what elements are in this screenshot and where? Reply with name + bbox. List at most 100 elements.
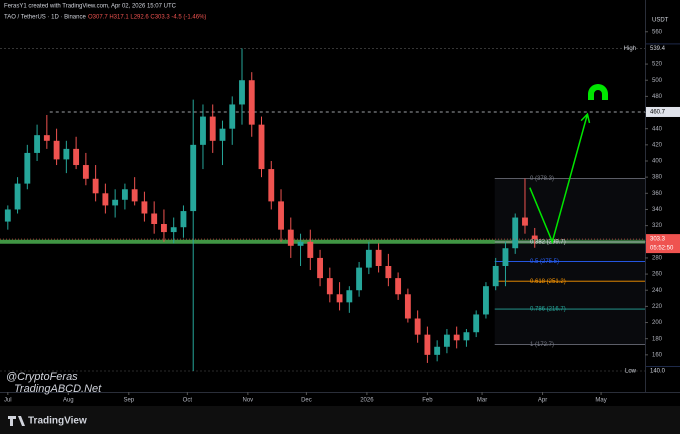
last-price: 05:52:50	[650, 246, 674, 252]
y-tick-label: 320	[652, 223, 663, 229]
candle-body	[307, 241, 314, 258]
candle-body	[229, 104, 236, 129]
candle-body	[424, 334, 431, 355]
candle-body	[141, 201, 148, 214]
x-tick-label: Sep	[123, 398, 134, 404]
candle-body	[161, 224, 167, 233]
x-tick-label: Mar	[477, 398, 487, 404]
byline: FerasY1 created with TradingView.com, Ap…	[4, 4, 177, 10]
fib-label: 0 (378.3)	[530, 176, 554, 182]
candle-body	[522, 217, 528, 226]
x-tick-label: Nov	[243, 398, 254, 404]
candle-body	[180, 211, 187, 228]
ohlc: O307.7 H317.1 L292.6 C303.3 -4.5 (-1.46%…	[88, 15, 206, 21]
candle-body	[24, 152, 31, 184]
y-tick-label: 440	[652, 126, 663, 132]
x-tick-label: Aug	[63, 398, 74, 404]
candle-body	[287, 229, 294, 246]
candle-body	[512, 217, 519, 249]
candle-body	[336, 294, 343, 303]
candle-body	[414, 318, 421, 335]
x-tick-label: May	[595, 398, 606, 404]
candle-body	[112, 199, 119, 206]
watermark: TradingABCD.Net	[14, 383, 102, 395]
y-tick-label: 240	[652, 288, 663, 294]
candle-body	[473, 314, 480, 333]
candle-body	[375, 249, 382, 266]
y-tick-label: 200	[652, 320, 663, 326]
candle-body	[531, 235, 538, 240]
candle-body	[82, 165, 89, 179]
candle-body	[34, 135, 41, 153]
candle-body	[297, 241, 304, 246]
fib-label: 1 (172.7)	[530, 342, 554, 348]
y-tick-label: 400	[652, 159, 663, 165]
candle-body	[483, 286, 489, 315]
candle-body	[346, 290, 353, 303]
candle-body	[219, 128, 226, 141]
candle-body	[463, 332, 470, 341]
last-price: 303.3	[650, 237, 666, 243]
candle-body	[43, 135, 50, 141]
candle-body	[200, 116, 206, 145]
candle-body	[209, 116, 216, 141]
low-label-box	[646, 366, 680, 367]
candle-body	[268, 169, 275, 202]
candle-body	[278, 201, 284, 230]
target-label-box	[646, 106, 680, 117]
currency: USDT	[652, 18, 669, 24]
y-tick-label: 380	[652, 175, 663, 181]
y-tick-label: 420	[652, 142, 663, 148]
candle-body	[248, 80, 255, 125]
y-tick-label: 280	[652, 256, 663, 262]
candle-body	[121, 189, 128, 200]
y-tick-label: 360	[652, 191, 663, 197]
y-tick-label: 220	[652, 304, 663, 310]
candle-body	[365, 249, 372, 268]
y-tick-label: 160	[652, 352, 663, 358]
low-label: Low	[625, 369, 637, 375]
y-tick-label: 260	[652, 272, 663, 278]
candle-body	[92, 178, 99, 194]
y-tick-label: 340	[652, 207, 663, 213]
x-tick-label: Apr	[538, 398, 547, 404]
x-tick-label: Jul	[4, 398, 12, 404]
fib-label: 0.5 (275.5)	[530, 259, 559, 265]
candle-body	[356, 267, 363, 291]
candle-body	[385, 266, 392, 279]
low-value: 140.0	[650, 369, 666, 375]
candle-body	[4, 209, 11, 222]
last-price-box	[646, 234, 680, 254]
symbol: TAO / TetherUS · 1D · Binance	[4, 15, 86, 21]
x-tick-label: Oct	[183, 398, 193, 404]
arrowhead	[580, 112, 591, 124]
candle-body	[190, 144, 197, 212]
candle-body	[492, 266, 499, 287]
candle-body	[502, 248, 509, 266]
candle-body	[63, 148, 70, 160]
candle-body	[170, 227, 177, 233]
high-label-box	[646, 43, 680, 45]
target-label: 460.7	[650, 110, 666, 116]
candle-body	[404, 294, 411, 319]
watermark: @CryptoFeras	[6, 371, 78, 383]
x-tick-label: Dec	[301, 398, 312, 404]
candle-body	[443, 334, 450, 347]
candle-body	[14, 183, 21, 210]
horseshoe-icon	[588, 84, 608, 100]
fib-label: 0.618 (251.2)	[530, 279, 566, 285]
x-tick-label: Feb	[422, 398, 433, 404]
candle-body	[453, 334, 460, 341]
candle-body	[131, 189, 138, 202]
y-tick-label: 480	[652, 94, 663, 100]
candle-body	[326, 278, 333, 295]
y-tick-label: 560	[652, 29, 663, 35]
candle-body	[239, 80, 245, 105]
y-tick-label: 180	[652, 336, 663, 342]
high-value: 539.4	[650, 46, 666, 52]
y-tick-label: 500	[652, 78, 663, 84]
candle-body	[434, 346, 441, 355]
candle-body	[395, 278, 402, 295]
